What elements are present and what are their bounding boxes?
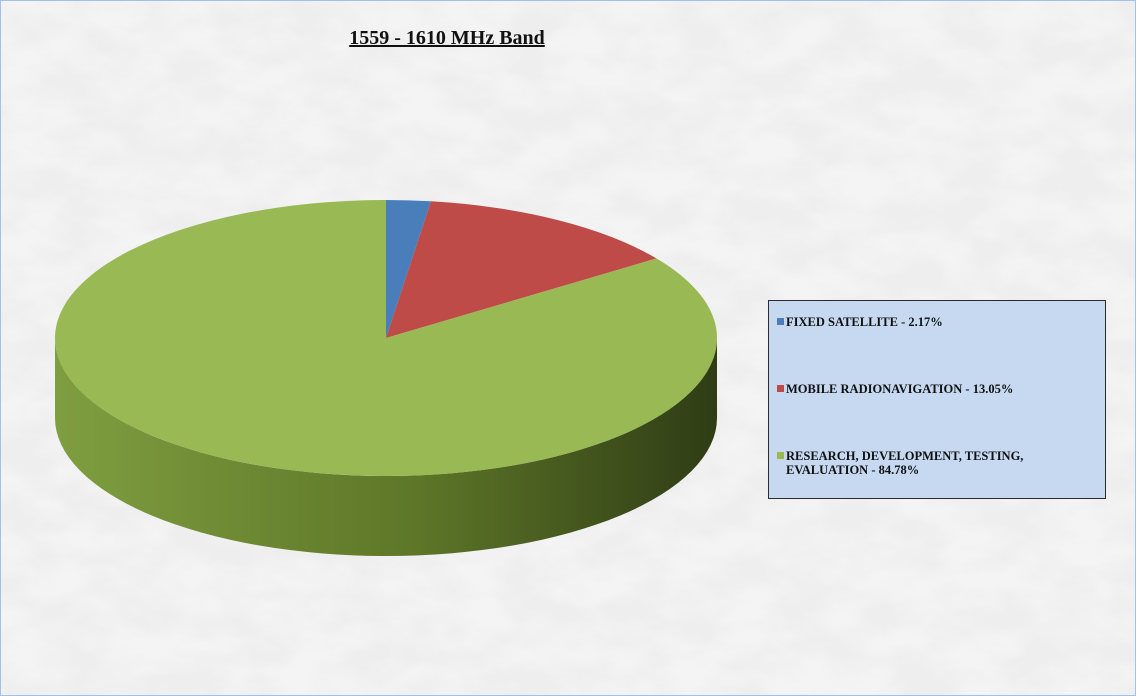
legend-label: FIXED SATELLITE - 2.17% — [786, 315, 943, 329]
pie-slice — [55, 200, 718, 477]
pie-side — [55, 338, 717, 556]
legend: FIXED SATELLITE - 2.17% MOBILE RADIONAVIG… — [768, 300, 1106, 499]
legend-entry: MOBILE RADIONAVIGATION - 13.05% — [777, 382, 1095, 396]
legend-swatch — [777, 452, 784, 459]
legend-entry: RESEARCH, DEVELOPMENT, TESTING, EVALUATI… — [777, 449, 1095, 477]
chart-title: 1559 - 1610 MHz Band — [349, 27, 545, 49]
legend-label: MOBILE RADIONAVIGATION - 13.05% — [786, 382, 1014, 396]
legend-entry: FIXED SATELLITE - 2.17% — [777, 315, 1095, 329]
pie-slice — [386, 201, 657, 338]
pie-slice — [386, 200, 431, 338]
legend-label: RESEARCH, DEVELOPMENT, TESTING, EVALUATI… — [786, 449, 1024, 477]
legend-swatch — [777, 318, 784, 325]
legend-swatch — [777, 385, 784, 392]
pie — [55, 200, 718, 556]
